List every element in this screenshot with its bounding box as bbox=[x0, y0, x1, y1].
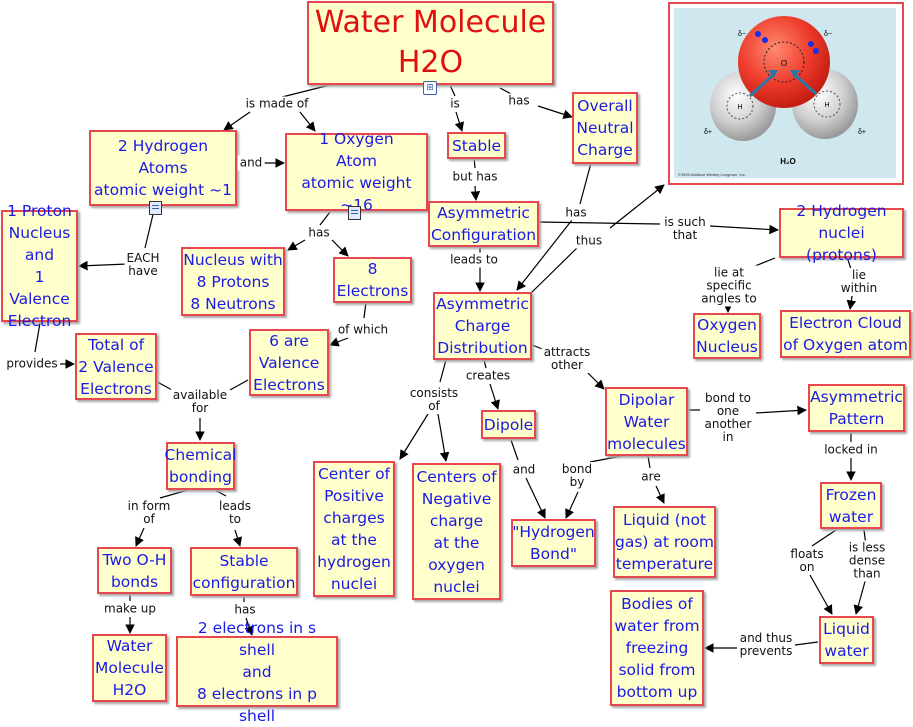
document-icon[interactable] bbox=[348, 206, 361, 220]
node-electron-cloud[interactable]: Electron Cloud of Oxygen atom bbox=[780, 310, 911, 358]
link-label: leads to bbox=[217, 499, 253, 527]
link-label: and thus prevents bbox=[737, 631, 795, 659]
hydrogen-label: H bbox=[737, 104, 742, 111]
node-proton-nucleus[interactable]: 1 Proton Nucleus and 1 Valence Electron bbox=[1, 202, 78, 330]
link-label: provides bbox=[4, 356, 60, 372]
node-dipolar-water-molecules[interactable]: Dipolar Water molecules bbox=[605, 387, 688, 456]
oxygen-label: O bbox=[781, 59, 787, 68]
document-icon[interactable] bbox=[149, 201, 162, 215]
node-electron-shells[interactable]: 2 electrons in s shell and 8 electrons i… bbox=[176, 619, 338, 725]
link-label: but has bbox=[450, 169, 500, 185]
node-two-oh-bonds[interactable]: Two O-H bonds bbox=[97, 547, 172, 594]
link-label: has bbox=[306, 225, 332, 241]
node-asymmetric-configuration[interactable]: Asymmetric Configuration bbox=[428, 201, 539, 247]
link-label: EACH have bbox=[124, 251, 162, 279]
link-label: creates bbox=[463, 368, 513, 384]
link-label: make up bbox=[102, 601, 158, 617]
image-credit: ©1999 Addison Wesley Longman, Inc. bbox=[678, 172, 746, 177]
dipole-arrow bbox=[748, 72, 776, 98]
node-dipole[interactable]: Dipole bbox=[481, 410, 536, 439]
link-label: in form of bbox=[125, 499, 173, 527]
partial-charge-label: δ− bbox=[824, 31, 832, 38]
partial-charge-label: δ+ bbox=[858, 129, 866, 136]
node-chemical-bonding[interactable]: Chemical bonding bbox=[165, 442, 236, 490]
node-two-hydrogen-atoms[interactable]: 2 Hydrogen Atoms atomic weight ~1 bbox=[89, 130, 237, 206]
concept-map-icon[interactable]: ⊞ bbox=[423, 81, 437, 95]
link-label: has bbox=[232, 602, 258, 618]
node-water-molecule-h2o[interactable]: Water Molecule H2O bbox=[92, 634, 167, 702]
link-label: consists of bbox=[407, 386, 461, 414]
link-label: is less dense than bbox=[844, 540, 890, 582]
link-label: is made of bbox=[243, 96, 311, 112]
node-center-positive-charges[interactable]: Center of Positive charges at the hydrog… bbox=[313, 461, 395, 597]
node-total-valence-electrons[interactable]: Total of 2 Valence Electrons bbox=[75, 333, 157, 400]
formula-label: H₂O bbox=[780, 157, 796, 166]
node-eight-electrons[interactable]: 8 Electrons bbox=[333, 257, 412, 303]
concept-links bbox=[34, 84, 867, 653]
node-liquid-water[interactable]: Liquid water bbox=[819, 616, 874, 664]
node-six-valence-electrons[interactable]: 6 are Valence Electrons bbox=[249, 329, 329, 396]
link-label: lie at specific angles to bbox=[699, 265, 759, 307]
title-node[interactable]: Water Molecule H2O bbox=[307, 1, 554, 85]
node-stable-configuration[interactable]: Stable configuration bbox=[190, 547, 298, 596]
link-label: has bbox=[506, 93, 532, 109]
partial-charge-label: δ+ bbox=[704, 129, 712, 136]
link-label: attracts other bbox=[541, 345, 593, 373]
node-asymmetric-charge-distribution[interactable]: Asymmetric Charge Distribution bbox=[433, 292, 532, 360]
link-label: bond by bbox=[559, 462, 595, 490]
link-label: available for bbox=[170, 388, 230, 416]
water-molecule-image[interactable]: O H H δ− δ− δ+ δ+ H₂O ©1999 Addison Wesl… bbox=[668, 2, 904, 185]
link-label: are bbox=[639, 469, 663, 485]
node-centers-negative-charge[interactable]: Centers of Negative charge at the oxygen… bbox=[412, 463, 501, 600]
link-label: lie within bbox=[832, 268, 886, 296]
node-asymmetric-pattern[interactable]: Asymmetric Pattern bbox=[808, 384, 905, 432]
link-label: and bbox=[510, 462, 538, 478]
link-label: leads to bbox=[448, 252, 500, 268]
node-nucleus-protons-neutrons[interactable]: Nucleus with 8 Protons 8 Neutrons bbox=[181, 247, 285, 316]
link-label: locked in bbox=[822, 442, 880, 458]
node-hydrogen-nuclei-protons[interactable]: 2 Hydrogen nuclei (protons) bbox=[779, 202, 904, 264]
molecule-diagram: O H H δ− δ− δ+ δ+ H₂O ©1999 Addison Wesl… bbox=[674, 8, 896, 178]
node-bodies-of-water[interactable]: Bodies of water from freezing solid from… bbox=[610, 590, 704, 706]
link-label: bond to one another in bbox=[702, 391, 754, 445]
node-oxygen-nucleus[interactable]: Oxygen Nucleus bbox=[693, 313, 761, 359]
node-frozen-water[interactable]: Frozen water bbox=[820, 482, 882, 529]
node-hydrogen-bond[interactable]: "Hydrogen Bond" bbox=[511, 519, 596, 567]
hydrogen-label: H bbox=[824, 102, 829, 109]
node-overall-neutral-charge[interactable]: Overall Neutral Charge bbox=[572, 92, 638, 164]
partial-charge-label: δ− bbox=[738, 31, 746, 38]
link-label: is such that bbox=[662, 215, 708, 243]
link-label: and bbox=[237, 155, 265, 171]
link-label: is bbox=[448, 96, 462, 112]
link-label: of which bbox=[335, 322, 391, 338]
link-label: floats on bbox=[788, 547, 826, 575]
link-label: has bbox=[563, 205, 589, 221]
node-liquid-room-temperature[interactable]: Liquid (not gas) at room temperature bbox=[613, 506, 716, 578]
link-label: thus bbox=[573, 233, 605, 249]
node-stable[interactable]: Stable bbox=[447, 132, 506, 159]
node-one-oxygen-atom[interactable]: 1 Oxygen Atom atomic weight ~16 bbox=[285, 130, 428, 214]
dipole-arrow bbox=[792, 72, 818, 96]
